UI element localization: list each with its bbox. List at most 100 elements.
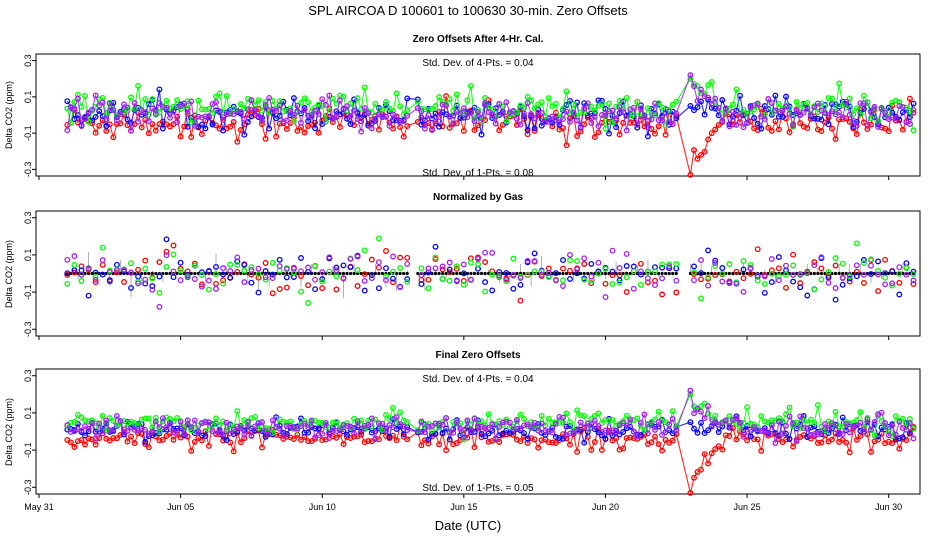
- gas_4-point: [485, 424, 492, 431]
- gas_3-point: [570, 101, 577, 108]
- gas_4-point: [315, 111, 322, 118]
- gas_1-point: [99, 261, 106, 268]
- gas_2-point: [198, 121, 205, 128]
- gas_4-point: [666, 421, 673, 428]
- gas_4-point: [198, 114, 205, 121]
- gas_2-point: [248, 279, 255, 286]
- gas_4-point: [896, 102, 903, 109]
- gas_1-point: [832, 262, 839, 269]
- gas_3-point: [563, 410, 570, 417]
- gas_4-point: [259, 118, 265, 125]
- gas_4-point: [521, 110, 527, 117]
- gas_1-point: [92, 279, 99, 286]
- gas_4-point: [145, 118, 152, 125]
- gas_4-point: [188, 98, 195, 105]
- gas_4-point: [910, 435, 917, 442]
- gas_4-point: [103, 417, 110, 424]
- gas_1-point: [354, 283, 361, 289]
- gas_4-point: [372, 435, 379, 442]
- gas_4-point: [694, 405, 701, 412]
- gas_4-point: [216, 426, 223, 433]
- gas_2-point: [524, 127, 531, 133]
- gas_3-point: [266, 109, 273, 116]
- gas_1-point: [230, 119, 237, 125]
- gas_4-point: [705, 282, 712, 289]
- gas_3-point: [315, 419, 322, 426]
- gas_4-point: [595, 259, 602, 266]
- gas_1-point: [691, 474, 697, 481]
- gas_1-point: [740, 275, 747, 282]
- gas_4-point: [149, 428, 156, 435]
- gas_2-point: [482, 279, 489, 286]
- gas_3-point: [227, 261, 234, 268]
- gas_2-point: [351, 96, 358, 103]
- gas_4-point: [106, 427, 113, 434]
- gas_1-point: [591, 134, 598, 141]
- gas_1-point: [860, 119, 867, 126]
- gas_1-point: [602, 280, 609, 287]
- gas_4-point: [839, 274, 846, 281]
- gas_4-point: [383, 113, 389, 120]
- gas_4-point: [538, 420, 545, 427]
- gas_2-point: [694, 429, 701, 436]
- gas_4-point: [524, 421, 531, 428]
- gas_2-point: [213, 263, 219, 270]
- gas_3-point: [305, 300, 312, 306]
- gas_4-point: [768, 256, 775, 263]
- gas_4-point: [666, 263, 673, 270]
- gas_3-point: [78, 414, 85, 421]
- mean-point: [143, 271, 147, 276]
- gas_1-point: [517, 297, 524, 304]
- gas_4-point: [659, 117, 666, 124]
- gas_4-point: [170, 429, 177, 436]
- gas_1-point: [315, 129, 322, 136]
- gas_1-point: [560, 265, 566, 272]
- gas_4-point: [906, 121, 913, 127]
- gas_4-point: [620, 109, 627, 116]
- gas_3-point: [588, 103, 595, 110]
- gas_3-point: [241, 105, 248, 112]
- gas_3-point: [163, 97, 170, 104]
- gas_4-point: [471, 415, 478, 422]
- gas_4-point: [71, 253, 78, 260]
- gas_4-point: [878, 104, 885, 111]
- gas_4-point: [244, 419, 251, 425]
- gas_3-point: [733, 86, 740, 93]
- gas_1-point: [188, 447, 195, 454]
- gas_2-point: [775, 254, 782, 261]
- gas_2-point: [99, 113, 106, 120]
- gas_4-point: [687, 387, 694, 394]
- gas_1-point: [591, 439, 598, 445]
- gas_3-point: [145, 415, 152, 422]
- gas_1-point: [698, 466, 704, 473]
- gas_2-point: [860, 257, 867, 263]
- gas_2-point: [747, 433, 754, 440]
- gas_4-point: [202, 419, 209, 426]
- gas_3-point: [290, 269, 297, 276]
- gas_4-point: [467, 276, 474, 283]
- gas_4-point: [860, 271, 867, 278]
- gas_3-point: [467, 259, 474, 266]
- gas_2-point: [383, 265, 389, 272]
- gas_4-point: [92, 276, 99, 283]
- gas_3-point: [223, 93, 230, 100]
- gas_4-point: [737, 419, 743, 426]
- gas_4-point: [142, 109, 149, 116]
- gas_3-point: [464, 97, 471, 104]
- gas_4-point: [644, 275, 651, 282]
- mean-point: [380, 271, 385, 276]
- gas_3-point: [195, 97, 202, 104]
- gas_4-point: [145, 431, 152, 438]
- gas_3-point: [673, 98, 680, 105]
- gas_3-point: [652, 268, 658, 275]
- gas_1-point: [705, 136, 712, 143]
- gas_1-point: [712, 272, 719, 279]
- gas_4-point: [128, 127, 134, 134]
- gas_4-point: [301, 106, 308, 113]
- gas_4-point: [475, 255, 481, 262]
- gas_1-point: [832, 430, 839, 437]
- gas_4-point: [846, 429, 853, 436]
- gas_1-point: [425, 440, 432, 447]
- gas_4-point: [630, 428, 637, 435]
- gas_3-point: [786, 404, 793, 411]
